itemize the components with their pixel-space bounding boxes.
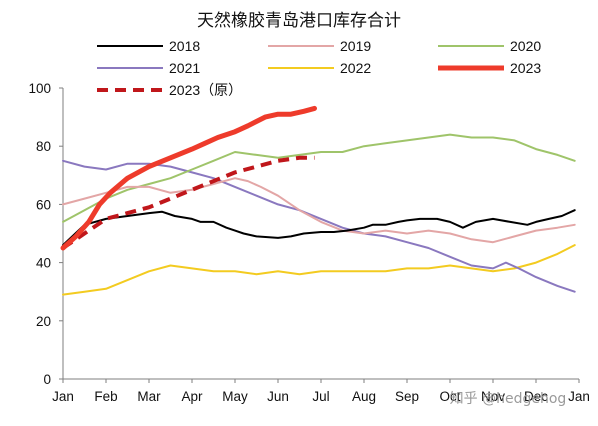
y-tick-label: 0 (43, 372, 51, 387)
legend-label: 2023（原） (169, 82, 242, 98)
legend-label: 2022 (340, 60, 371, 76)
x-tick-label: Sep (395, 389, 419, 404)
x-tick-label: Jan (568, 389, 590, 404)
y-tick-label: 20 (36, 314, 51, 329)
x-tick-label: Jul (312, 389, 329, 404)
legend-label: 2023 (510, 60, 541, 76)
series-line-2022 (62, 244, 576, 296)
y-tick-label: 80 (36, 139, 51, 154)
x-tick-label: Oct (439, 389, 460, 404)
axes: 0 20 40 60 80 100 Jan Feb Mar Apr May Jun Jul Aug Sep O… (28, 81, 589, 404)
x-tick-label: Mar (137, 389, 161, 404)
x-tick-label: May (222, 389, 248, 404)
y-tick-label: 40 (36, 256, 51, 271)
y-tick-label: 100 (28, 81, 51, 96)
series-line-2020 (62, 133, 576, 223)
series-line-2018 (62, 209, 576, 247)
legend: 2018 2019 2020 2021 2022 2023 2023（原） (97, 38, 541, 98)
series-line-2023 (60, 105, 317, 251)
legend-label: 2019 (340, 38, 371, 54)
x-tick-label: Aug (352, 389, 376, 404)
x-tick-label: Dec (524, 389, 548, 404)
x-tick-label: Apr (181, 389, 203, 404)
x-tick-label: Feb (94, 389, 117, 404)
series-line-2019 (62, 177, 576, 244)
x-tick-label: Jan (52, 389, 74, 404)
legend-label: 2018 (169, 38, 200, 54)
x-tick-label: Nov (481, 389, 505, 404)
legend-label: 2021 (169, 60, 200, 76)
y-tick-label: 60 (36, 197, 51, 212)
watermark: 知乎 @hedgehog (450, 390, 567, 407)
chart-title: 天然橡胶青岛港口库存合计 (197, 11, 401, 31)
legend-label: 2020 (510, 38, 541, 54)
x-tick-label: Jun (267, 389, 289, 404)
series-layer (60, 105, 576, 296)
